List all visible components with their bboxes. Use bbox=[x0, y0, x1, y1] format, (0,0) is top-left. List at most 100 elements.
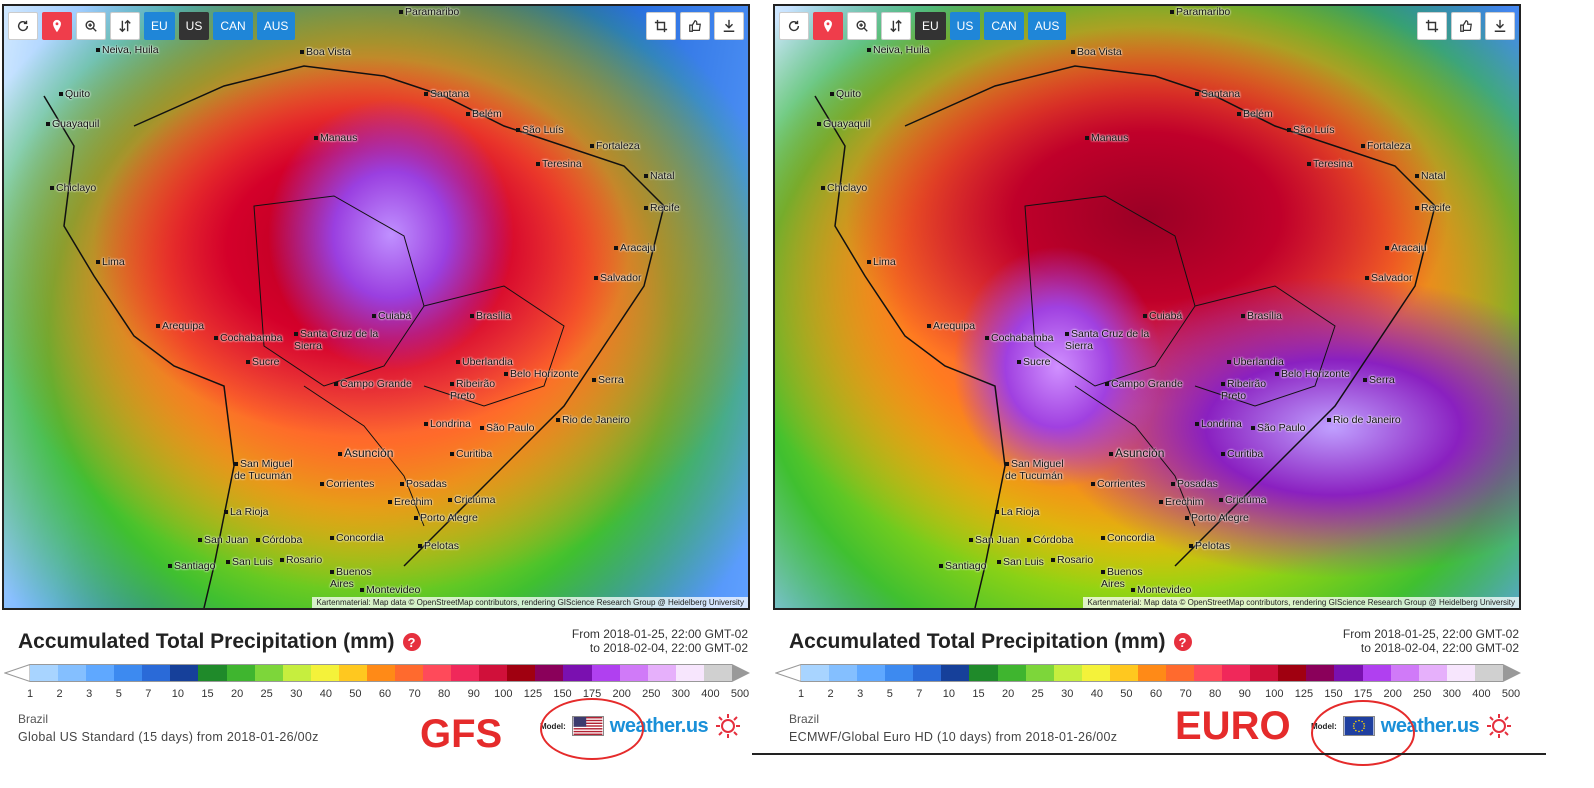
city-label: Porto Alegre bbox=[414, 512, 478, 524]
city-label: Corrientes bbox=[1091, 478, 1145, 490]
scale-tick-label: 25 bbox=[260, 688, 273, 700]
region-label: Brazil bbox=[18, 712, 49, 726]
region-can-button[interactable]: CAN bbox=[213, 12, 253, 40]
scale-tick-label: 40 bbox=[319, 688, 332, 700]
scale-bar bbox=[801, 664, 1503, 682]
scale-labels: 1 2 3 5 7 10 15 20 25 30 40 50 60 70 80 90 100 125 150 175 2… bbox=[27, 688, 749, 702]
scale-segment bbox=[1194, 665, 1223, 681]
region-eu-button[interactable]: EU bbox=[915, 12, 946, 40]
city-label: Recife bbox=[1415, 202, 1451, 214]
scale-segment bbox=[226, 665, 255, 681]
location-button[interactable] bbox=[813, 12, 843, 40]
city-label: Córdoba bbox=[256, 534, 302, 546]
scale-segment bbox=[338, 665, 367, 681]
scale-tick-label: 100 bbox=[1265, 688, 1284, 700]
city-label: Posadas bbox=[400, 478, 447, 490]
crop-button[interactable] bbox=[1417, 12, 1447, 40]
zoom-button[interactable] bbox=[847, 12, 877, 40]
region-aus-button[interactable]: AUS bbox=[256, 12, 296, 40]
region-us-button[interactable]: US bbox=[949, 12, 981, 40]
scale-segment bbox=[1446, 665, 1475, 681]
scale-segment bbox=[969, 665, 998, 681]
city-label: Aracaju bbox=[1385, 242, 1427, 254]
city-label: Paramaribo bbox=[1170, 6, 1230, 18]
thumbs-up-icon bbox=[1460, 20, 1472, 32]
scale-segment bbox=[647, 665, 676, 681]
help-icon[interactable]: ? bbox=[1173, 633, 1192, 651]
city-label: San Juan bbox=[969, 534, 1019, 546]
scale-segment bbox=[198, 665, 227, 681]
city-label: Lima bbox=[867, 256, 896, 268]
map-toolbar-right bbox=[646, 12, 744, 40]
scale-segment bbox=[1081, 665, 1110, 681]
scale-tick-label: 3 bbox=[857, 688, 864, 700]
city-label: Pelotas bbox=[418, 540, 459, 552]
scale-segment bbox=[423, 665, 452, 681]
scale-tick-label: 200 bbox=[612, 688, 631, 700]
help-icon[interactable]: ? bbox=[402, 633, 421, 651]
city-label: Montevideo bbox=[360, 584, 420, 596]
region-can-button[interactable]: CAN bbox=[984, 12, 1024, 40]
sort-button[interactable] bbox=[110, 12, 140, 40]
model-description: Global US Standard (15 days) from 2018-0… bbox=[18, 730, 319, 744]
scale-tick-label: 175 bbox=[582, 688, 602, 700]
city-label: São Paulo bbox=[480, 422, 534, 434]
city-label: Brasília bbox=[1241, 310, 1282, 322]
scale-segment bbox=[86, 665, 115, 681]
download-button[interactable] bbox=[1485, 12, 1515, 40]
city-label: Asunción bbox=[338, 446, 393, 460]
scale-segment bbox=[857, 665, 886, 681]
precipitation-map-gfs[interactable]: EU US CAN AUS Paramaribo Neiva, Huila Bo… bbox=[2, 4, 750, 610]
scale-segment bbox=[366, 665, 396, 681]
city-label: Rio de Janeiro bbox=[556, 414, 630, 426]
refresh-button[interactable] bbox=[8, 12, 38, 40]
map-attribution: Kartenmaterial: Map data © OpenStreetMap… bbox=[312, 597, 748, 608]
city-label: Cochabamba bbox=[985, 332, 1053, 344]
scale-labels: 1 2 3 5 7 10 15 20 25 30 40 50 60 70 80 90 100 125 150 175 2… bbox=[798, 688, 1520, 702]
city-label: Quito bbox=[59, 88, 90, 100]
city-label: Belém bbox=[466, 108, 502, 120]
sort-button[interactable] bbox=[881, 12, 911, 40]
region-aus-button[interactable]: AUS bbox=[1027, 12, 1067, 40]
scale-segment bbox=[1418, 665, 1447, 681]
city-label: Erechim bbox=[388, 496, 433, 508]
city-label: Rosario bbox=[1051, 554, 1093, 566]
region-eu-button[interactable]: EU bbox=[144, 12, 175, 40]
download-button[interactable] bbox=[714, 12, 744, 40]
scale-tick-label: 150 bbox=[1324, 688, 1343, 700]
scale-segment bbox=[703, 665, 732, 681]
weather-sun-icon bbox=[1487, 714, 1512, 738]
refresh-button[interactable] bbox=[779, 12, 809, 40]
gfs-panel: EU US CAN AUS Paramaribo Neiva, Huila Bo… bbox=[0, 0, 756, 788]
city-label: Paramaribo bbox=[399, 6, 459, 18]
city-label: São Luís bbox=[1287, 124, 1334, 136]
like-button[interactable] bbox=[1451, 12, 1481, 40]
city-label: Santa Cruz de la Sierra bbox=[1065, 328, 1155, 352]
city-label: Brasília bbox=[470, 310, 511, 322]
map-attribution: Kartenmaterial: Map data © OpenStreetMap… bbox=[1083, 597, 1519, 608]
like-button[interactable] bbox=[680, 12, 710, 40]
scale-tick-label: 2 bbox=[827, 688, 834, 700]
city-label: Teresina bbox=[536, 158, 582, 170]
scale-tick-label: 10 bbox=[942, 688, 956, 700]
location-button[interactable] bbox=[42, 12, 72, 40]
crop-button[interactable] bbox=[646, 12, 676, 40]
city-label: Curitiba bbox=[450, 448, 492, 460]
scale-tick-label: 30 bbox=[290, 688, 303, 700]
city-label: San Luis bbox=[226, 556, 273, 568]
scale-segment bbox=[1474, 665, 1503, 681]
sort-arrows-icon bbox=[119, 19, 131, 33]
scale-segment bbox=[142, 665, 171, 681]
city-label: Boa Vista bbox=[1071, 46, 1122, 58]
region-us-button[interactable]: US bbox=[178, 12, 210, 40]
scale-segment bbox=[997, 665, 1026, 681]
city-label: Belo Horizonte bbox=[504, 368, 579, 380]
scale-segment bbox=[591, 665, 620, 681]
precipitation-map-euro[interactable]: EU US CAN AUS Paramaribo Neiva, Huila Bo… bbox=[773, 4, 1521, 610]
zoom-button[interactable] bbox=[76, 12, 106, 40]
scale-segment bbox=[507, 665, 536, 681]
scale-tick-label: 400 bbox=[1472, 688, 1491, 700]
scale-tick-label: 7 bbox=[145, 688, 152, 700]
scale-segment bbox=[254, 665, 283, 681]
scale-segment bbox=[1306, 665, 1335, 681]
